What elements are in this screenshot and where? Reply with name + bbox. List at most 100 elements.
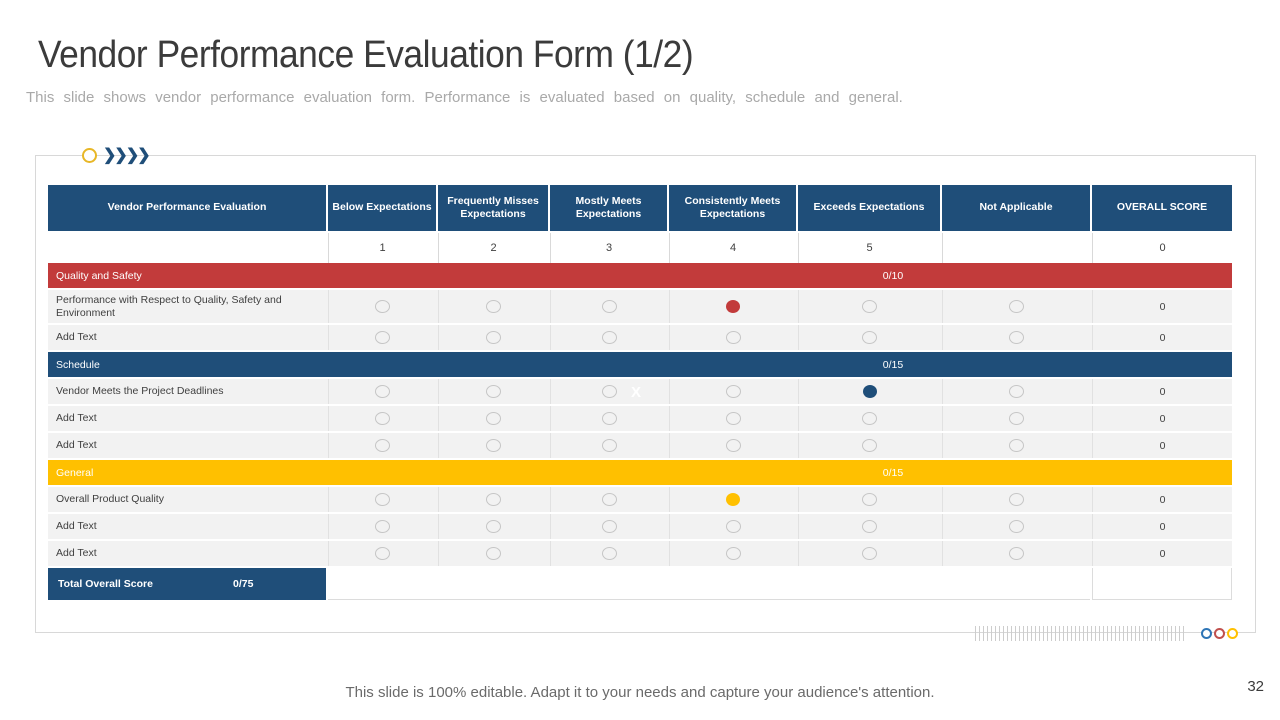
chevrons-icon: ❯❯❯❯ — [103, 147, 151, 164]
total-score-value: 0/75 — [233, 578, 254, 591]
radio-circle[interactable] — [601, 439, 617, 453]
radio-circle[interactable] — [1009, 493, 1024, 507]
radio-circle[interactable] — [486, 331, 501, 345]
total-row-overall-cell — [1092, 568, 1232, 601]
radio-circle[interactable] — [1009, 439, 1024, 453]
radio-circle[interactable] — [1009, 547, 1024, 561]
section-header-row: General 0/15 — [48, 460, 1232, 486]
radio-cell — [328, 487, 436, 513]
radio-circle[interactable] — [601, 520, 617, 534]
radio-circle[interactable] — [375, 493, 390, 507]
radio-circle[interactable] — [725, 547, 741, 561]
radio-cell — [438, 541, 548, 567]
radio-cell — [669, 433, 796, 459]
radio-circle[interactable] — [1009, 331, 1024, 345]
radio-circle[interactable] — [862, 439, 877, 453]
radio-circle[interactable] — [726, 300, 740, 314]
radio-circle[interactable] — [486, 520, 501, 534]
radio-circle[interactable] — [375, 331, 390, 345]
radio-cell — [798, 487, 940, 513]
radio-circle[interactable] — [375, 412, 390, 426]
radio-circle[interactable] — [862, 385, 877, 399]
radio-circle[interactable] — [726, 493, 740, 507]
radio-cell — [669, 514, 796, 540]
radio-cell — [328, 406, 436, 432]
points-cell: 2 — [438, 233, 548, 263]
radio-circle[interactable] — [486, 300, 501, 314]
radio-cell — [942, 379, 1090, 405]
page-title: Vendor Performance Evaluation Form (1/2) — [38, 34, 694, 76]
section-score: 0/15 — [882, 358, 904, 371]
radio-cell — [550, 406, 667, 432]
radio-cell — [942, 541, 1090, 567]
radio-circle[interactable] — [725, 412, 741, 426]
radio-circle[interactable] — [1009, 520, 1024, 534]
radio-circle[interactable] — [862, 300, 877, 314]
radio-circle[interactable] — [862, 412, 877, 426]
red-dot-icon — [1214, 628, 1225, 639]
radio-circle[interactable] — [725, 385, 741, 399]
radio-circle[interactable] — [862, 493, 877, 507]
table-row: Add Text 0 — [48, 514, 1232, 540]
radio-circle[interactable] — [486, 493, 501, 507]
radio-cell — [328, 325, 436, 351]
radio-cell — [438, 325, 548, 351]
row-label: Add Text — [56, 331, 97, 344]
section-label: General — [56, 466, 94, 479]
radio-circle[interactable] — [1009, 385, 1024, 399]
overall-score-cell: 0 — [1092, 290, 1232, 324]
radio-cell — [550, 325, 667, 351]
radio-circle[interactable] — [375, 385, 390, 399]
row-label: Add Text — [56, 547, 97, 560]
radio-cell — [328, 514, 436, 540]
column-header: Frequently Misses Expectations — [438, 185, 548, 231]
table-body: Quality and Safety 0/10 Performance with R… — [48, 263, 1232, 567]
radio-circle[interactable] — [862, 520, 877, 534]
radio-cell — [942, 406, 1090, 432]
radio-circle[interactable] — [862, 331, 877, 345]
radio-circle[interactable] — [601, 385, 617, 399]
radio-cell — [942, 290, 1090, 324]
radio-circle[interactable] — [375, 439, 390, 453]
radio-circle[interactable] — [601, 412, 617, 426]
radio-circle[interactable] — [725, 331, 741, 345]
points-cell: 1 — [328, 233, 436, 263]
radio-cell — [328, 541, 436, 567]
radio-circle[interactable] — [601, 331, 617, 345]
radio-cell — [669, 541, 796, 567]
radio-circle[interactable] — [601, 493, 617, 507]
radio-circle[interactable] — [486, 547, 501, 561]
radio-circle[interactable] — [375, 300, 390, 314]
radio-cell — [669, 379, 796, 405]
circle-icon — [82, 148, 97, 163]
row-label: Add Text — [56, 520, 97, 533]
radio-circle[interactable] — [862, 547, 877, 561]
radio-circle[interactable] — [486, 385, 501, 399]
column-header: Not Applicable — [942, 185, 1090, 231]
radio-circle[interactable] — [1009, 300, 1024, 314]
radio-cell — [798, 433, 940, 459]
radio-cell — [942, 325, 1090, 351]
radio-circle[interactable] — [725, 520, 741, 534]
radio-cell — [798, 290, 940, 324]
radio-circle[interactable] — [1009, 412, 1024, 426]
radio-cell — [669, 325, 796, 351]
page-subtitle: This slide shows vendor performance eval… — [26, 89, 903, 106]
radio-circle[interactable] — [601, 300, 617, 314]
radio-circle[interactable] — [375, 547, 390, 561]
overall-score-cell: 0 — [1092, 541, 1232, 567]
column-header: Exceeds Expectations — [798, 185, 940, 231]
radio-circle[interactable] — [375, 520, 390, 534]
row-label: Overall Product Quality — [56, 493, 164, 506]
points-cell: 5 — [798, 233, 940, 263]
overall-score-cell: 0 — [1092, 514, 1232, 540]
radio-circle[interactable] — [486, 439, 501, 453]
radio-circle[interactable] — [725, 439, 741, 453]
radio-circle[interactable] — [601, 547, 617, 561]
content-frame — [35, 155, 1256, 633]
radio-circle[interactable] — [486, 412, 501, 426]
table-row: Overall Product Quality 0 — [48, 487, 1232, 513]
radio-cell — [438, 290, 548, 324]
row-label: Vendor Meets the Project Deadlines — [56, 385, 224, 398]
row-label: Add Text — [56, 439, 97, 452]
